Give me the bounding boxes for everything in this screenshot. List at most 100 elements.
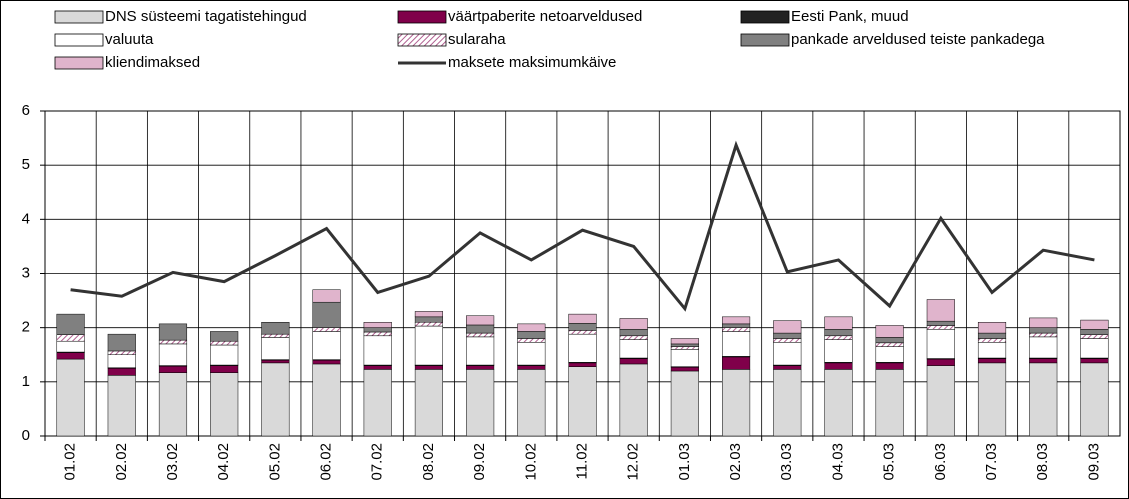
bar-segment	[466, 315, 495, 326]
bar-segment	[210, 372, 239, 437]
bar-segment	[107, 375, 136, 437]
bar-segment	[517, 365, 546, 370]
bar-segment	[619, 329, 648, 337]
bar-segment	[261, 337, 290, 360]
bar-segment	[363, 369, 392, 437]
x-tick-label: 07.02	[369, 443, 386, 481]
bar-segment	[312, 363, 341, 437]
bar-segment	[773, 332, 802, 339]
x-tick-label: 11.02	[573, 443, 590, 479]
bar-segment	[722, 331, 751, 357]
bar-segment	[824, 316, 853, 330]
bar-segment	[466, 336, 495, 366]
bar-segment	[875, 337, 904, 344]
bar-segment	[107, 333, 136, 352]
x-tick-label: 01.03	[676, 443, 693, 481]
bar-segment	[824, 335, 853, 340]
bar-segment	[875, 346, 904, 363]
bar-segment	[926, 320, 955, 326]
legend-label: Eesti Pank, muud	[791, 8, 909, 25]
bar-segment	[926, 358, 955, 366]
legend-swatch	[54, 10, 104, 24]
x-tick-label: 06.03	[932, 443, 949, 481]
bar-segment	[670, 349, 699, 367]
bar-segment	[414, 365, 444, 370]
bar-segment	[670, 338, 699, 345]
x-tick-label: 03.03	[778, 443, 795, 481]
bar-segment	[1080, 334, 1109, 339]
x-tick-label: 05.03	[881, 443, 898, 481]
bar-segment	[722, 327, 751, 332]
bar-segment	[312, 289, 341, 303]
bar-segment	[107, 368, 136, 376]
legend-label: sularaha	[448, 31, 506, 48]
bar-segment	[56, 334, 85, 342]
bar-segment	[773, 338, 802, 343]
bar-segment	[312, 327, 341, 332]
bar-segment	[56, 340, 85, 353]
bar-segment	[312, 331, 341, 360]
y-tick-label: 0	[22, 427, 30, 444]
legend-swatch	[54, 33, 104, 47]
bar-segment	[158, 343, 188, 366]
bar-segment	[670, 343, 699, 347]
legend-label: DNS süsteemi tagatistehingud	[105, 8, 307, 25]
bar-segment	[977, 338, 1007, 343]
y-tick-label: 1	[22, 373, 30, 390]
legend-label: valuuta	[105, 31, 154, 48]
bar-segment	[619, 318, 648, 330]
legend-swatch	[740, 33, 790, 47]
legend-label: kliendimaksed	[105, 54, 200, 71]
bar-segment	[363, 335, 392, 366]
bar-segment	[926, 365, 955, 437]
bar-segment	[517, 338, 546, 343]
bar-segment	[1080, 338, 1109, 359]
bar-segment	[568, 330, 597, 335]
bar-segment	[926, 299, 955, 322]
legend-label: väärtpaberite netoarveldused	[448, 8, 642, 25]
bar-segment	[56, 358, 85, 437]
bar-segment	[670, 346, 699, 350]
y-tick-label: 2	[22, 319, 30, 336]
bar-segment	[312, 359, 341, 365]
legend-label: pankade arveldused teiste pankadega	[791, 31, 1045, 48]
x-tick-label: 09.03	[1085, 443, 1102, 481]
bar-segment	[722, 316, 751, 325]
bar-segment	[1029, 358, 1058, 364]
x-tick-label: 03.02	[164, 443, 181, 481]
bar-segment	[824, 329, 853, 337]
bar-segment	[619, 358, 648, 365]
y-tick-label: 4	[22, 210, 30, 227]
bar-segment	[414, 311, 444, 318]
bar-segment	[210, 344, 239, 366]
bar-segment	[158, 365, 188, 373]
x-tick-label: 05.02	[266, 443, 283, 481]
bar-segment	[363, 322, 392, 328]
bar-segment	[312, 301, 341, 328]
bar-segment	[1029, 362, 1058, 437]
x-tick-label: 06.02	[318, 443, 335, 481]
bar-segment	[977, 322, 1007, 334]
bar-segment	[568, 366, 597, 437]
line-series	[70, 140, 1095, 312]
x-tick-label: 01.02	[62, 443, 79, 481]
bar-segment	[107, 350, 136, 356]
x-tick-label: 07.03	[983, 443, 1000, 481]
bar-segment	[56, 313, 85, 335]
bar-segment	[926, 329, 955, 359]
legend-label: maksete maksimumkäive	[448, 54, 616, 71]
bar-segment	[619, 339, 648, 359]
bar-segment	[824, 339, 853, 363]
bar-segment	[824, 369, 853, 437]
bar-segment	[158, 339, 188, 345]
bar-segment	[977, 342, 1007, 359]
bar-segment	[158, 323, 188, 341]
bar-segment	[568, 323, 597, 331]
bar-segment	[773, 365, 802, 370]
bar-segment	[261, 333, 290, 338]
bar-segment	[261, 359, 290, 364]
bar-segment	[363, 365, 392, 370]
bar-segment	[261, 362, 290, 437]
bar-segment	[1029, 336, 1058, 359]
bar-segment	[722, 323, 751, 328]
